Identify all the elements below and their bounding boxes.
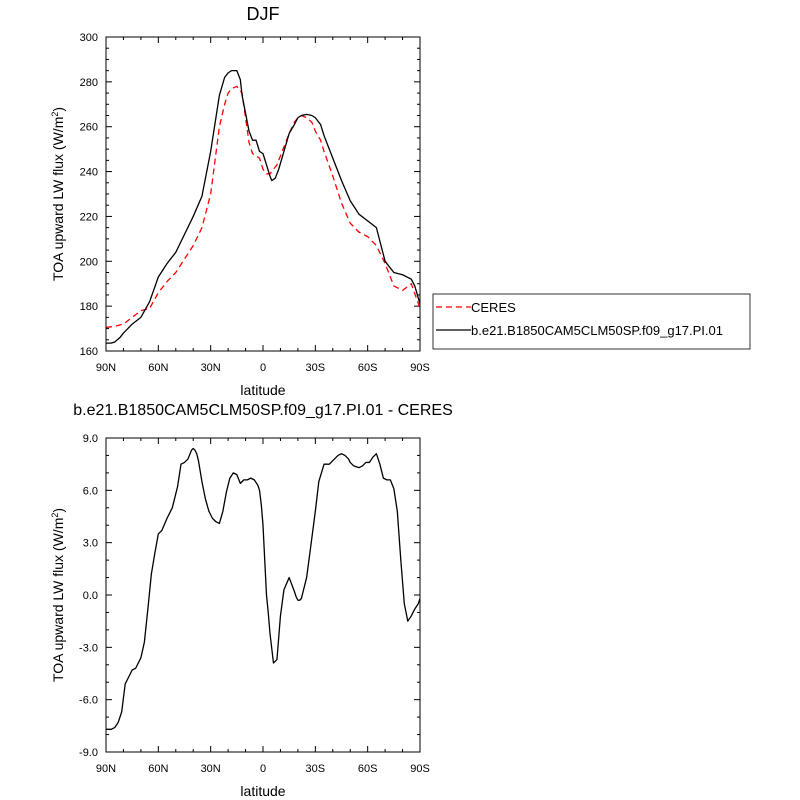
legend-label-ceres: CERES <box>471 300 516 315</box>
top-x-tick-label: 90S <box>410 362 430 374</box>
bottom-y-tick-label: -3.0 <box>79 642 98 654</box>
bottom-x-tick-label: 0 <box>260 763 266 775</box>
bottom-y-axis-label: TOA upward LW flux (W/m2) <box>50 508 66 682</box>
top-y-tick-label: 240 <box>80 167 98 179</box>
bottom-y-tick-label: 6.0 <box>83 485 98 497</box>
top-y-tick-label: 300 <box>80 32 98 44</box>
bottom-x-tick-label: 30N <box>201 763 221 775</box>
top-x-tick-label: 60N <box>148 362 168 374</box>
bottom-x-tick-label: 90S <box>410 763 430 775</box>
bottom-y-tick-label: 9.0 <box>83 433 98 445</box>
top-x-tick-label: 30N <box>201 362 221 374</box>
legend-label-model: b.e21.B1850CAM5CLM50SP.f09_g17.PI.01 <box>471 323 723 338</box>
bottom-x-tick-label: 60S <box>358 763 378 775</box>
top-panel: DJF TOA upward LW flux (W/m2) latitude 9… <box>50 4 751 398</box>
bottom-x-tick-label: 90N <box>96 763 116 775</box>
top-y-tick-label: 180 <box>80 301 98 313</box>
bottom-y-tick-label: -6.0 <box>79 695 98 707</box>
bottom-y-tick-label: 3.0 <box>83 538 98 550</box>
top-y-axis-label: TOA upward LW flux (W/m2) <box>50 107 66 281</box>
top-y-tick-label: 160 <box>80 346 98 358</box>
top-series-line-model <box>106 69 421 344</box>
top-x-axis-label: latitude <box>240 382 285 398</box>
bottom-x-tick-label: 60N <box>148 763 168 775</box>
bottom-y-tick-label: -9.0 <box>79 747 98 759</box>
top-y-tick-label: 200 <box>80 256 98 268</box>
legend: CERES b.e21.B1850CAM5CLM50SP.f09_g17.PI.… <box>432 293 751 350</box>
top-x-tick-label: 90N <box>96 362 116 374</box>
bottom-chart-title: b.e21.B1850CAM5CLM50SP.f09_g17.PI.01 - C… <box>73 402 453 419</box>
bottom-x-tick-label: 30S <box>306 763 326 775</box>
top-y-tick-label: 260 <box>80 122 98 134</box>
legend-box <box>432 293 751 350</box>
top-y-tick-label: 220 <box>80 211 98 223</box>
bottom-y-tick-label: 0.0 <box>83 590 98 602</box>
top-chart-title: DJF <box>247 4 280 24</box>
top-x-tick-label: 60S <box>358 362 378 374</box>
top-x-tick-label: 0 <box>260 362 266 374</box>
bottom-series-line-difference <box>106 447 421 730</box>
bottom-x-axis-label: latitude <box>240 783 285 799</box>
top-y-tick-label: 280 <box>80 77 98 89</box>
top-x-tick-label: 30S <box>306 362 326 374</box>
bottom-plot-frame <box>105 437 421 753</box>
bottom-panel: b.e21.B1850CAM5CLM50SP.f09_g17.PI.01 - C… <box>50 402 453 799</box>
top-series-line-ceres <box>105 85 421 329</box>
top-plot-frame <box>105 36 421 352</box>
